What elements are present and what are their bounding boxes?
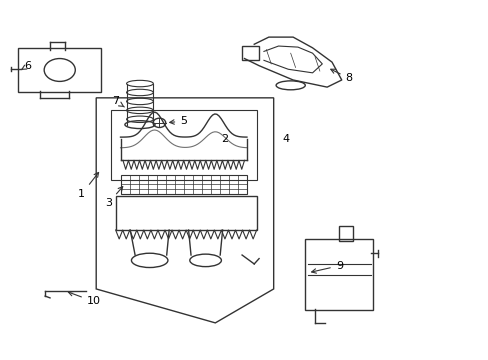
Text: 8: 8 <box>330 69 352 83</box>
Text: 1: 1 <box>78 172 99 199</box>
Text: 10: 10 <box>68 292 101 306</box>
Bar <box>120 175 246 194</box>
Text: 6: 6 <box>21 61 32 71</box>
Text: 5: 5 <box>169 116 187 126</box>
Bar <box>339 226 352 241</box>
Text: 3: 3 <box>104 186 122 208</box>
Bar <box>116 196 256 230</box>
Text: 4: 4 <box>282 134 289 144</box>
Text: 7: 7 <box>112 96 124 107</box>
Bar <box>242 46 259 60</box>
Text: 9: 9 <box>311 261 342 273</box>
Text: 2: 2 <box>221 134 228 144</box>
